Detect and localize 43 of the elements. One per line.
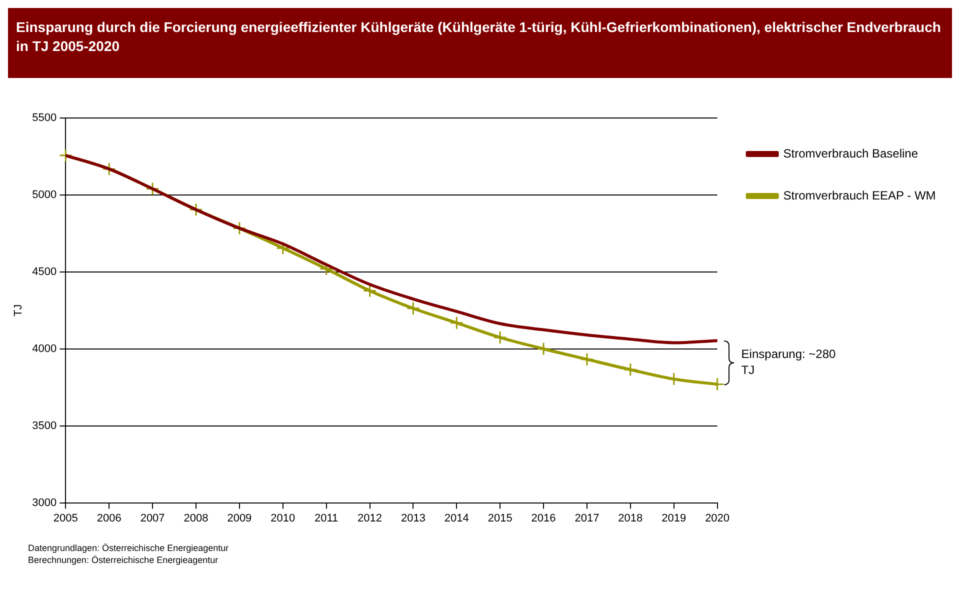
x-tick-label: 2013 — [400, 512, 426, 524]
point — [232, 221, 246, 235]
point — [189, 202, 203, 216]
x-tick-label: 2020 — [705, 512, 730, 524]
y-tick-label: 5500 — [32, 112, 57, 124]
point — [58, 148, 72, 162]
x-tick-label: 2017 — [574, 512, 600, 524]
y-axis-title: TJ — [12, 304, 25, 317]
x-tick-label: 2009 — [227, 512, 252, 524]
x-tick-label: 2019 — [662, 512, 686, 524]
point — [536, 342, 550, 356]
x-tick-label: 2014 — [444, 512, 469, 524]
text: Einsparung: ~280 TJ — [741, 346, 837, 378]
x-tick-label: 2012 — [358, 512, 382, 524]
point — [580, 352, 594, 366]
point — [493, 330, 507, 344]
x-tick-label: 2010 — [270, 512, 296, 524]
point — [450, 316, 464, 330]
y-tick-label: 5000 — [32, 188, 57, 201]
text: Berechnungen: Österreichische Energieagentur — [28, 554, 220, 566]
legend-label: Stromverbrauch Baseline — [783, 146, 918, 160]
y-tick-label: 3000 — [32, 496, 57, 509]
x-tick-label: 2016 — [531, 512, 556, 524]
x-tick-label: 2015 — [488, 512, 512, 524]
point — [276, 241, 290, 255]
chart-title: Einsparung durch die Forcierung energieeffizienter Kühlgeräte (Kühlgeräte 1-türig, Kühl-Gefrierkombinationen), elektrischer Endverbrauch in TJ 2005-2020 — [8, 8, 952, 78]
x-tick-label: 2007 — [140, 512, 165, 524]
point — [363, 284, 377, 298]
x-tick-label: 2008 — [184, 512, 208, 524]
x-tick-label: 2006 — [96, 512, 122, 524]
point — [624, 362, 638, 376]
point — [102, 162, 116, 176]
y-tick-label: 3500 — [32, 420, 57, 432]
point — [406, 302, 420, 316]
point — [667, 372, 681, 386]
legend-label: Stromverbrauch EEAP - WM — [783, 188, 936, 202]
x-tick-label: 2011 — [314, 512, 338, 524]
x-tick-label: 2018 — [618, 512, 643, 524]
text: Datengrundlagen: Österreichische Energieagentur — [28, 542, 230, 554]
point — [146, 182, 160, 196]
x-tick-label: 2005 — [53, 512, 78, 524]
y-tick-label: 4000 — [32, 342, 57, 355]
y-tick-label: 4500 — [32, 266, 57, 278]
